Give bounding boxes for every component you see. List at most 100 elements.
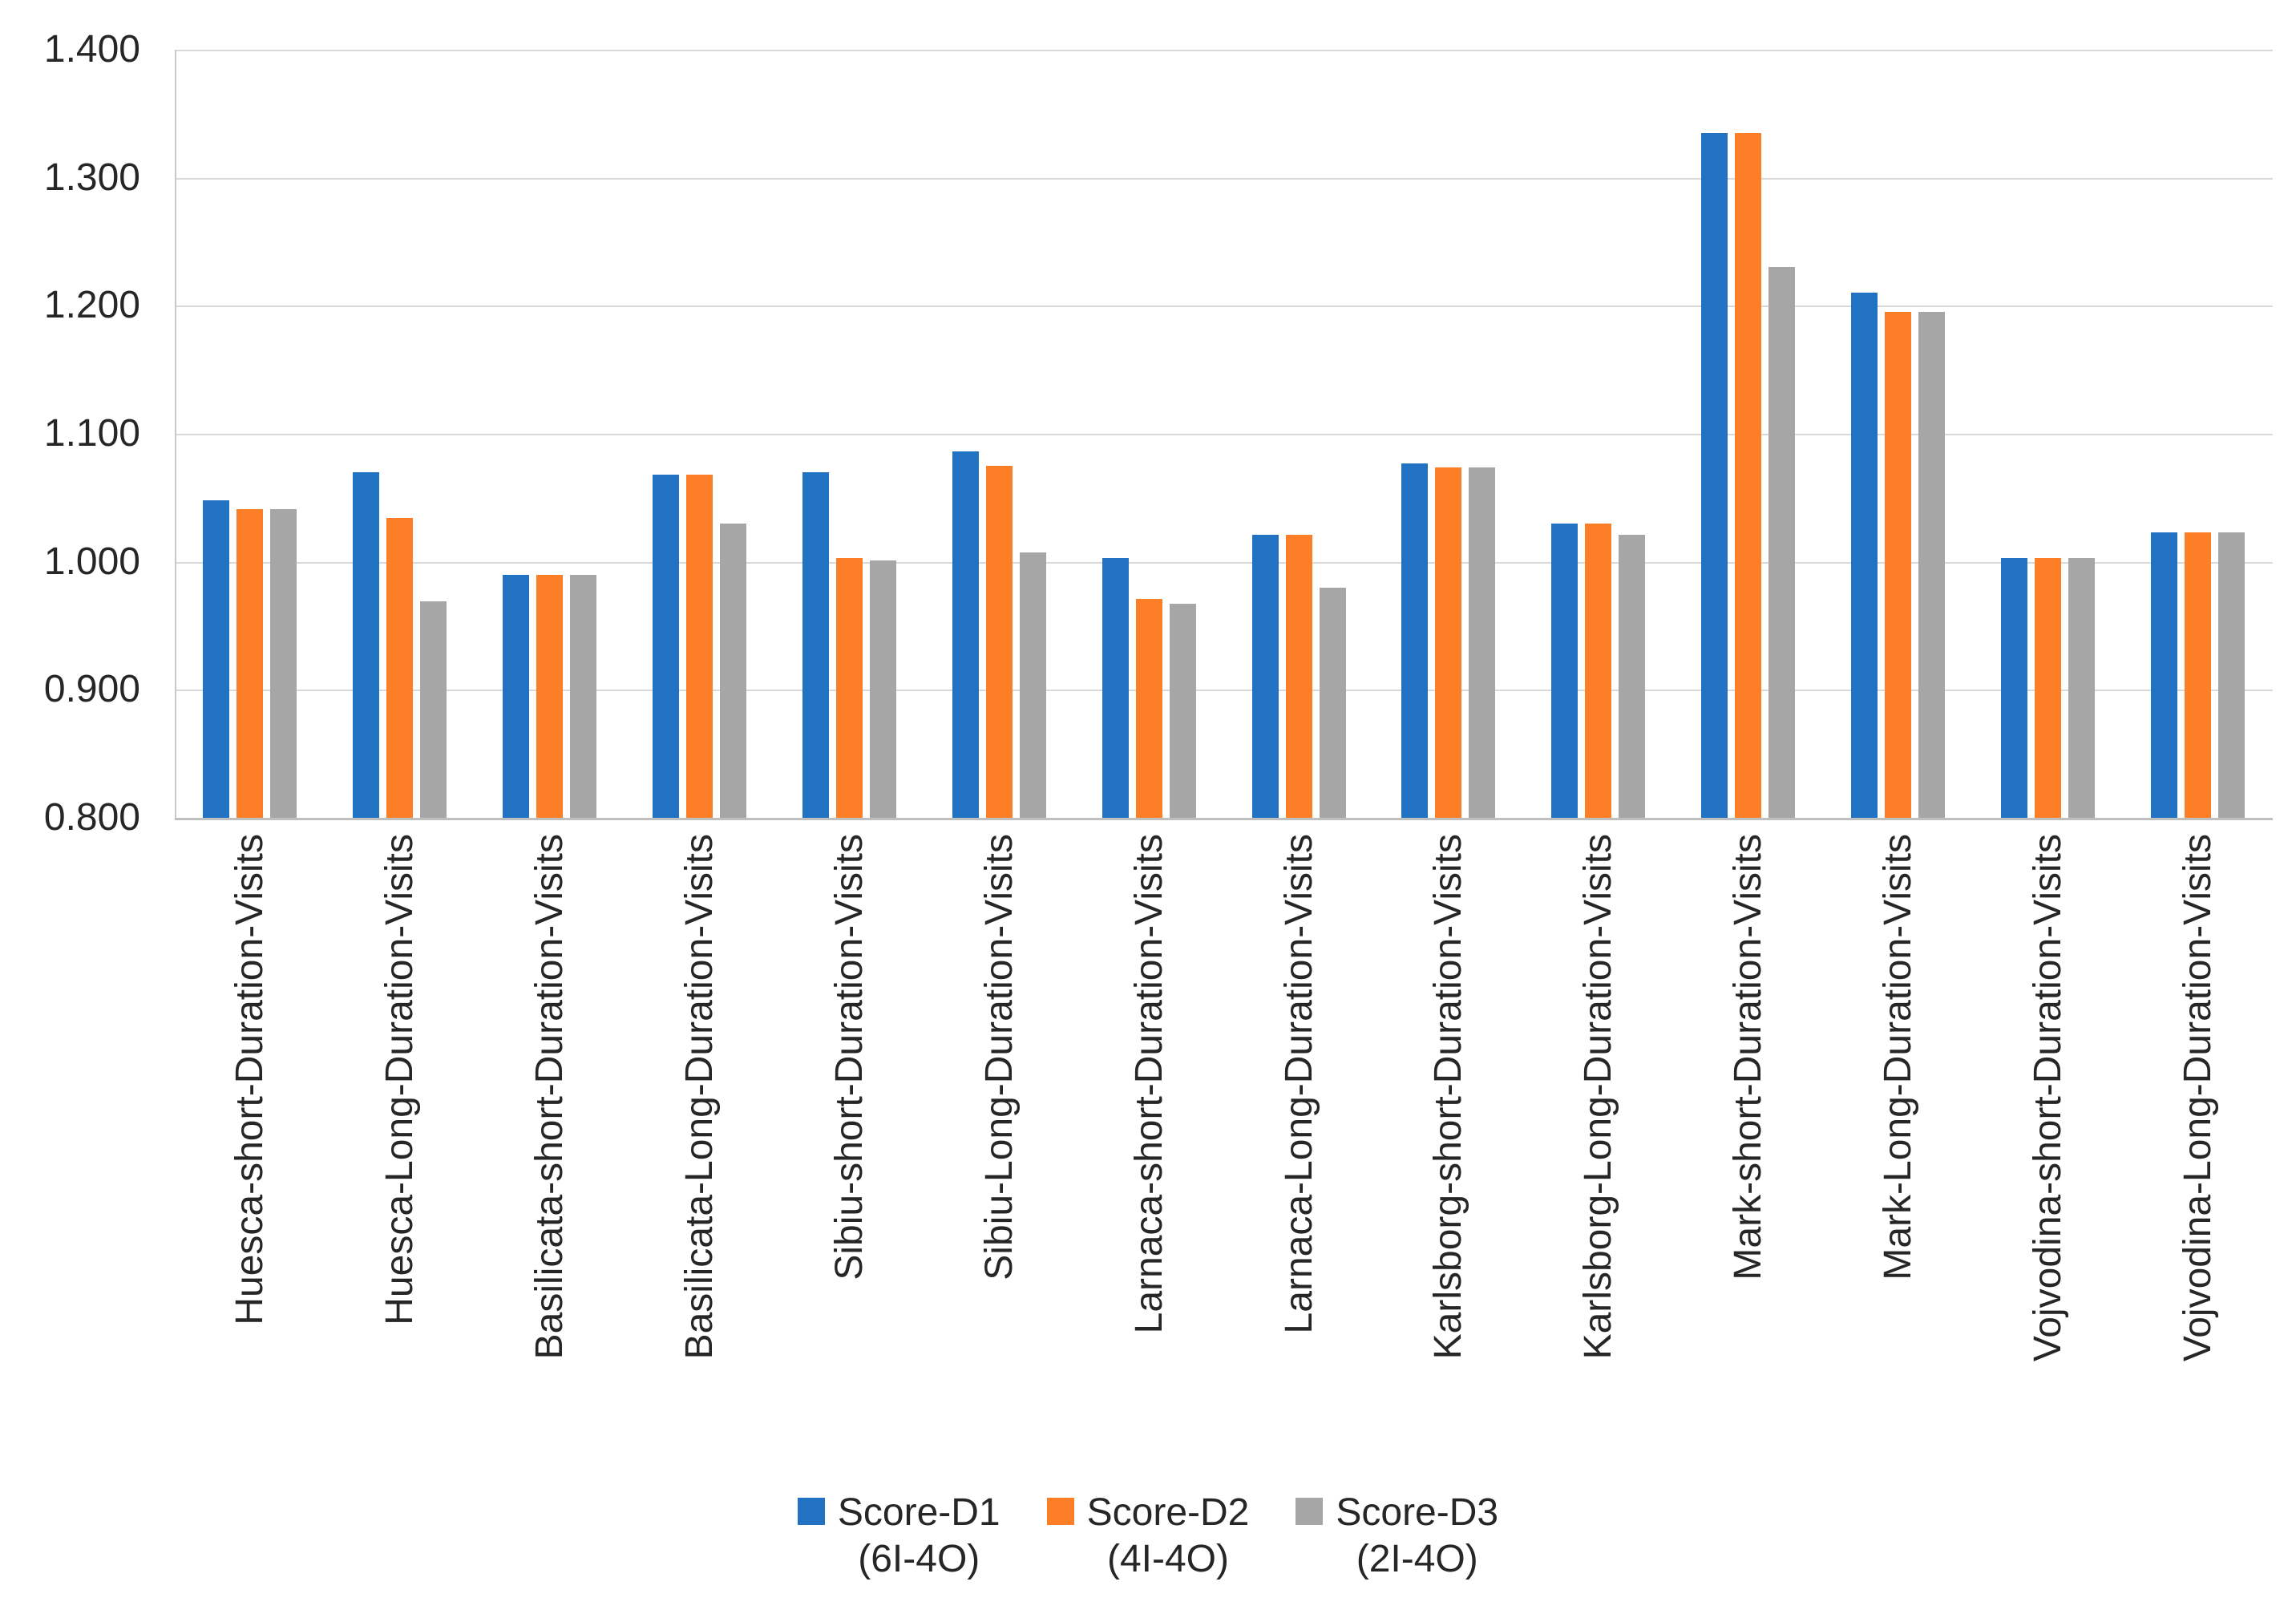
bar [386, 518, 413, 818]
bar [802, 472, 829, 818]
bar [1551, 524, 1578, 818]
bar [420, 601, 447, 818]
legend-series-name: Score-D2 [1086, 1491, 1250, 1534]
y-tick-label: 1.000 [43, 540, 140, 583]
x-category-label-text: Mark-Long-Duration-Visits [1877, 834, 1919, 1280]
x-category-label: Huesca-short-Duration-Visits [175, 834, 325, 1475]
x-category-label: Mark-short-Duration-Visits [1673, 834, 1823, 1475]
x-category-label-text: Vojvodina-Long-Duration-Visits [2177, 834, 2219, 1362]
bar [536, 575, 563, 818]
legend-item: Score-D2 (4I-4O) [1046, 1490, 1250, 1583]
bar [952, 451, 979, 818]
legend-label: Score-D3 (2I-4O) [1336, 1490, 1498, 1583]
bar [720, 524, 746, 818]
y-tick-label: 0.800 [43, 796, 140, 839]
x-category-label: Basilicata-Long-Duration-Visits [625, 834, 774, 1475]
y-tick-label: 0.900 [43, 668, 140, 710]
bar [270, 509, 297, 818]
bar [1701, 133, 1728, 818]
bar-group [1823, 50, 1973, 818]
x-category-label: Karlsborg-Long-Duration-Visits [1523, 834, 1673, 1475]
legend-item: Score-D3 (2I-4O) [1296, 1490, 1498, 1583]
bar-group [1224, 50, 1374, 818]
x-category-label: Sibiu-Long-Duration-Visits [924, 834, 1074, 1475]
x-category-label-text: Karlsborg-short-Duration-Visits [1427, 834, 1469, 1360]
y-tick-label: 1.300 [43, 156, 140, 199]
legend-swatch-icon [1046, 1498, 1074, 1525]
x-category-label-text: Sibiu-Long-Duration-Visits [978, 834, 1021, 1280]
legend-label: Score-D1 (6I-4O) [838, 1490, 1000, 1583]
legend-swatch-icon [1296, 1498, 1324, 1525]
legend-series-qualifier: (2I-4O) [1356, 1538, 1478, 1580]
bar-group [625, 50, 774, 818]
bar [1585, 524, 1611, 818]
bar [986, 466, 1013, 818]
legend-swatch-icon [797, 1498, 825, 1525]
x-category-label: Sibiu-short-Duration-Visits [774, 834, 924, 1475]
bar [2185, 532, 2211, 818]
legend-label: Score-D2 (4I-4O) [1087, 1490, 1250, 1583]
gridline [175, 562, 2273, 564]
bar [1170, 604, 1196, 818]
bar [1286, 535, 1312, 818]
x-category-label-text: Karlsborg-Long-Duration-Visits [1577, 834, 1619, 1360]
bar [1469, 467, 1495, 818]
bar [1735, 133, 1761, 818]
bar-group [1523, 50, 1673, 818]
bar [1435, 467, 1461, 818]
x-category-label: Basilicata-short-Duration-Visits [475, 834, 625, 1475]
bar [2218, 532, 2245, 818]
x-category-label-text: Huesca-Long-Duration-Visits [378, 834, 421, 1325]
bar-group [175, 50, 325, 818]
bar [353, 472, 379, 818]
bar-group [774, 50, 924, 818]
bar [203, 500, 229, 818]
bar-group [924, 50, 1074, 818]
x-category-label: Larnaca-short-Duration-Visits [1074, 834, 1224, 1475]
x-category-label-text: Basilicata-Long-Duration-Visits [678, 834, 721, 1360]
bar [836, 558, 863, 818]
y-tick-label: 1.100 [43, 412, 140, 455]
gridline [175, 434, 2273, 435]
x-category-label-text: Basilicata-short-Duration-Visits [528, 834, 571, 1360]
gridline [175, 50, 2273, 51]
x-category-label-text: Larnaca-short-Duration-Visits [1128, 834, 1170, 1334]
x-category-label: Vojvodina-Long-Duration-Visits [2123, 834, 2273, 1475]
legend: Score-D1 (6I-4O) Score-D2 (4I-4O) Score-D3 (2… [0, 1490, 2296, 1583]
bar [1768, 267, 1795, 818]
bar [2068, 558, 2095, 818]
bar-group [2123, 50, 2273, 818]
bar [1918, 312, 1945, 818]
bar [2035, 558, 2061, 818]
legend-series-name: Score-D1 [837, 1491, 1000, 1534]
y-tick-label: 1.400 [43, 28, 140, 71]
x-category-label-text: Larnaca-Long-Duration-Visits [1278, 834, 1320, 1334]
bar-group [1673, 50, 1823, 818]
bar [653, 475, 679, 818]
y-tick-label: 1.200 [43, 284, 140, 326]
legend-series-name: Score-D3 [1336, 1491, 1499, 1534]
y-axis-line [175, 50, 176, 818]
gridline [175, 178, 2273, 180]
x-category-label: Mark-Long-Duration-Visits [1823, 834, 1973, 1475]
legend-series-qualifier: (4I-4O) [1106, 1538, 1229, 1580]
bar-group [1074, 50, 1224, 818]
bar [1136, 599, 1162, 818]
gridline [175, 690, 2273, 691]
x-category-label-text: Sibiu-short-Duration-Visits [828, 834, 871, 1280]
bar-group [1973, 50, 2123, 818]
bar-group [475, 50, 625, 818]
bar [1885, 312, 1911, 818]
bar [503, 575, 529, 818]
x-category-label-text: Mark-short-Duration-Visits [1727, 834, 1769, 1280]
x-category-label-text: Huesca-short-Duration-Visits [228, 834, 271, 1325]
bar [236, 509, 263, 818]
x-category-label: Larnaca-Long-Duration-Visits [1224, 834, 1374, 1475]
bar-group [1373, 50, 1523, 818]
bar-group [325, 50, 475, 818]
bar [870, 560, 896, 818]
x-axis-line [175, 818, 2273, 820]
bar [570, 575, 596, 818]
x-category-label: Karlsborg-short-Duration-Visits [1373, 834, 1523, 1475]
